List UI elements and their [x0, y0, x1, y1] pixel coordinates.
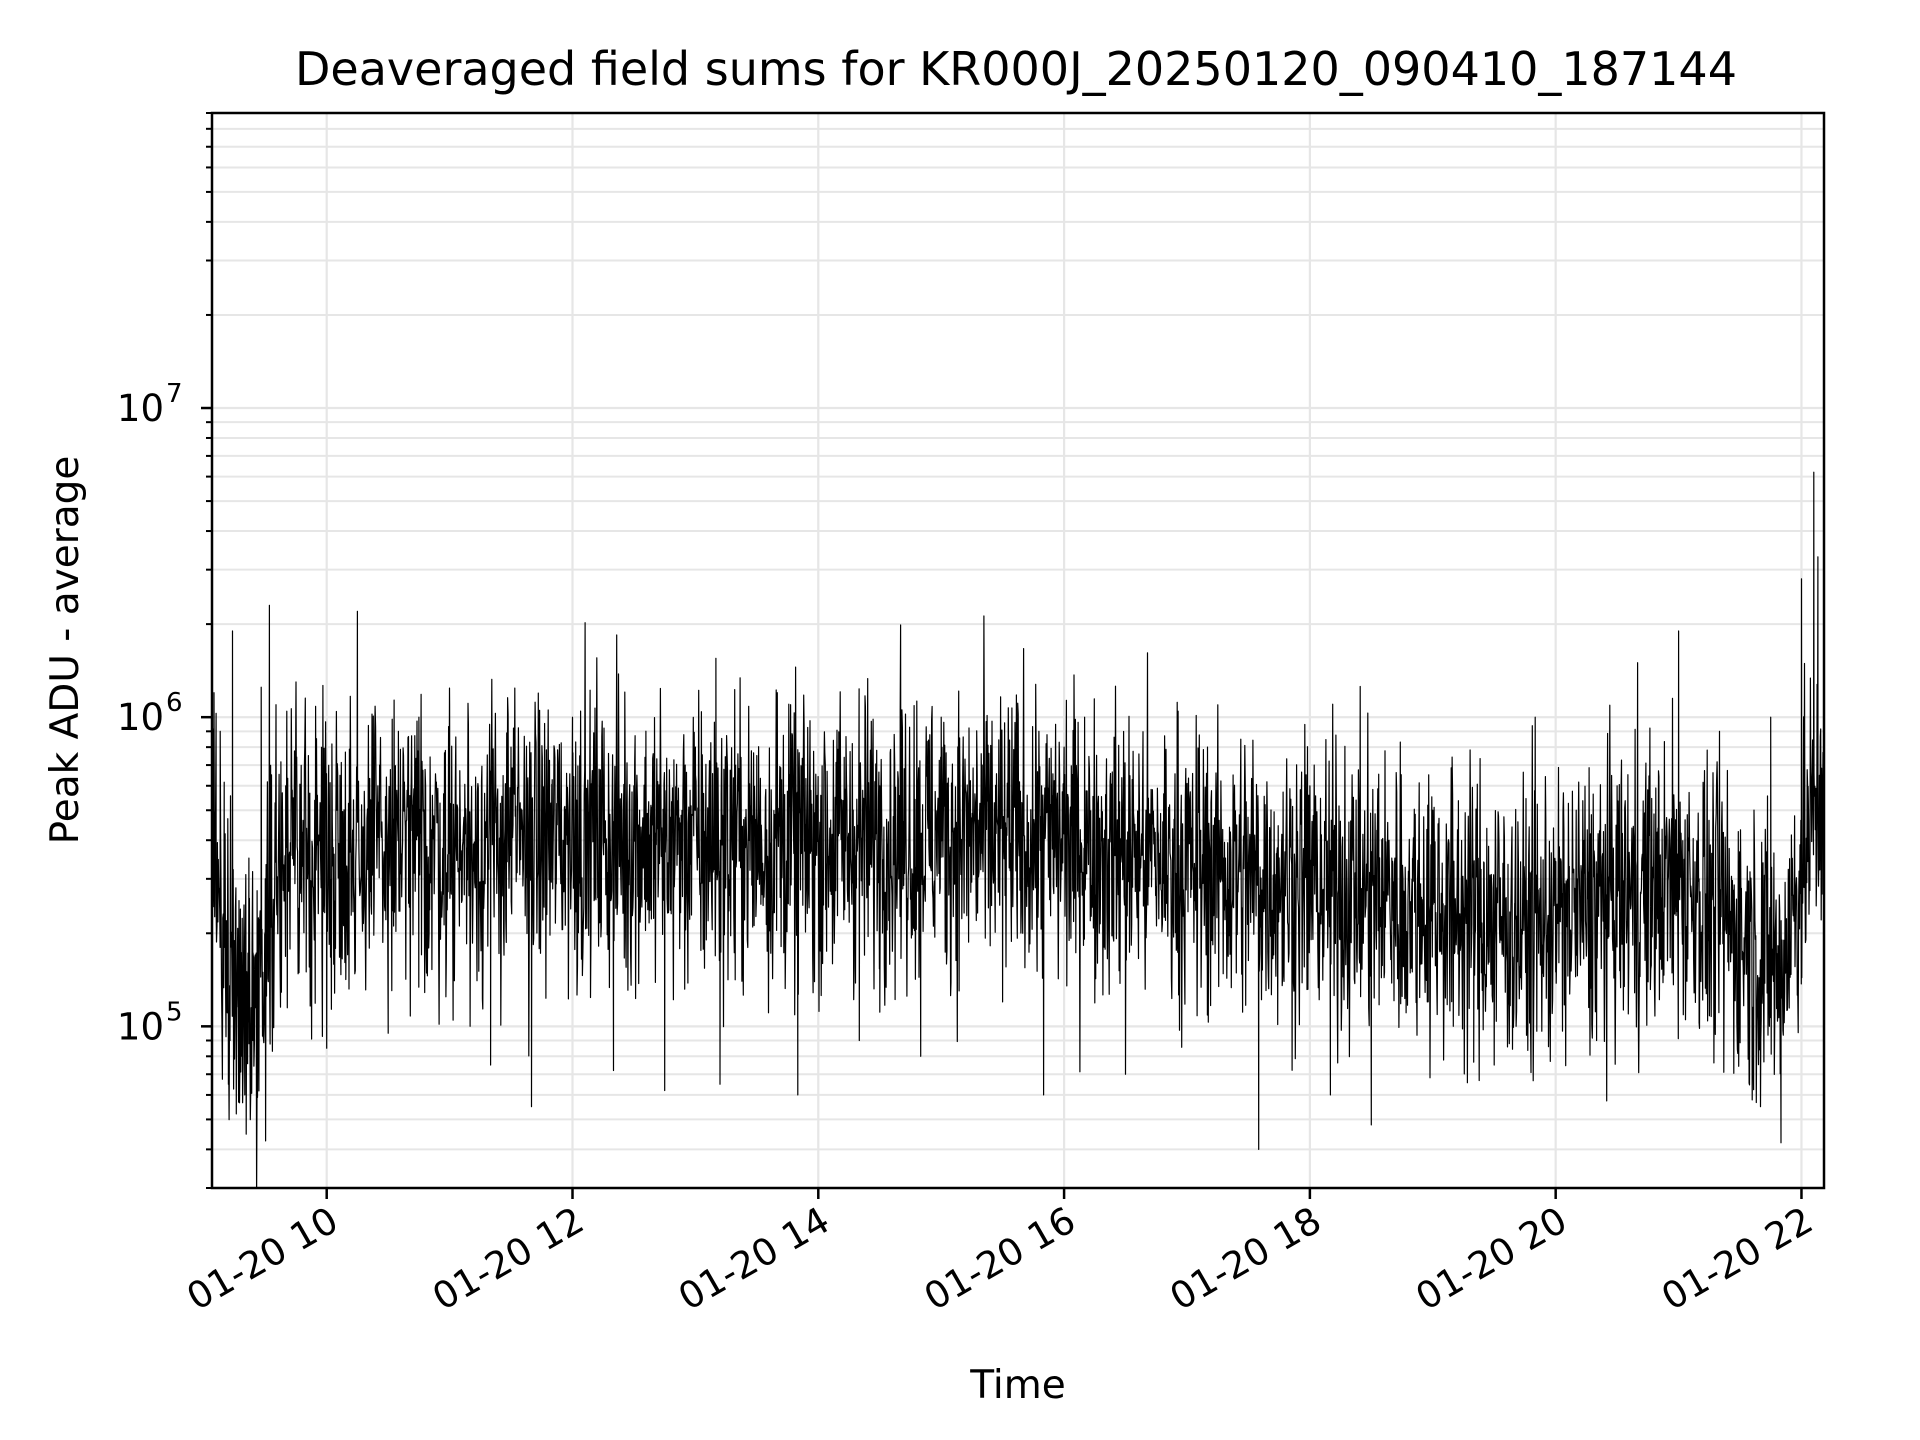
plot-area: [212, 167, 1824, 1188]
x-tick-label: 01-20 22: [1654, 1199, 1820, 1319]
x-tick-label: 01-20 20: [1409, 1199, 1575, 1319]
x-tick-label: 01-20 16: [917, 1199, 1083, 1319]
series-line: [212, 167, 1824, 1188]
y-axis-label: Peak ADU - average: [43, 456, 88, 845]
x-axis-label: Time: [969, 1363, 1065, 1408]
y-tick-label: 10: [117, 1005, 164, 1048]
axes-frame: [210, 111, 1826, 1190]
y-tick-label: 10: [117, 387, 164, 430]
y-tick-label-exponent: 6: [166, 688, 183, 718]
x-tick-label: 01-20 14: [671, 1199, 837, 1319]
y-tick-label: 10: [117, 696, 164, 739]
y-tick-label-exponent: 7: [166, 379, 183, 409]
x-tick-label: 01-20 12: [425, 1199, 591, 1319]
x-tick-label: 01-20 18: [1163, 1199, 1329, 1319]
x-tick-label: 01-20 10: [180, 1199, 346, 1319]
major-gridlines: [212, 113, 1824, 1188]
y-tick-label-exponent: 5: [166, 997, 183, 1027]
x-axis-ticks: 01-20 10 01-20 12 01-20 14 01-20 16 01-20 18…: [180, 1188, 1820, 1319]
chart-title: Deaveraged field sums for KR000J_2025012…: [295, 42, 1737, 96]
